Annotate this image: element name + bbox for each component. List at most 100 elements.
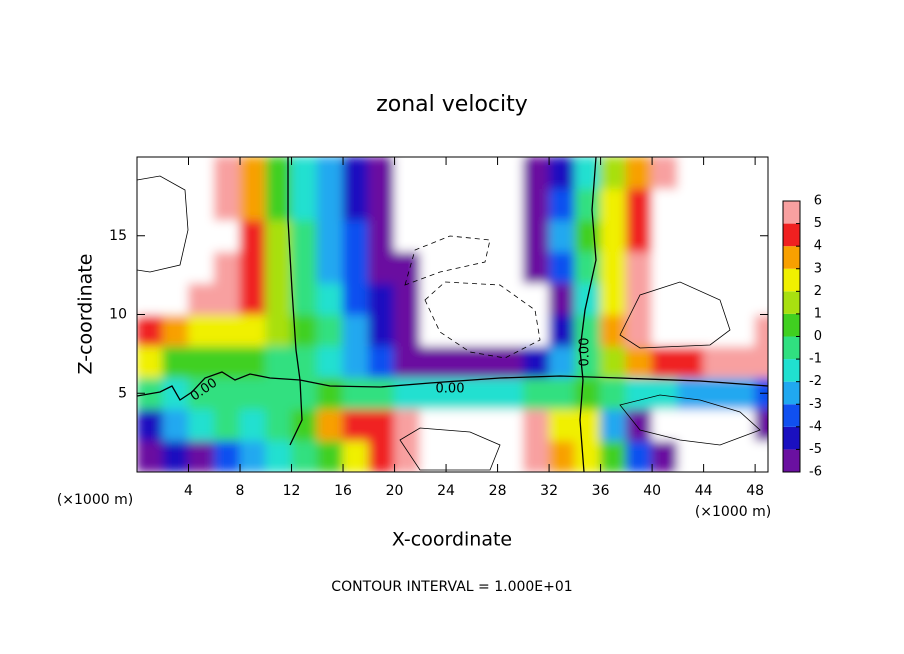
cell	[548, 314, 576, 347]
cell	[419, 188, 447, 221]
cell	[419, 314, 447, 347]
cell	[213, 188, 241, 221]
cell	[162, 282, 190, 315]
cell	[497, 440, 524, 472]
cell	[291, 157, 318, 189]
cell	[137, 440, 164, 472]
field	[137, 157, 768, 472]
cell	[548, 157, 576, 189]
cell	[368, 251, 396, 284]
cell	[471, 219, 499, 252]
cell	[137, 282, 164, 315]
cell	[625, 377, 653, 410]
cell	[522, 157, 550, 189]
x-unit-label: (×1000 m)	[695, 504, 771, 520]
contour-line	[619, 394, 761, 446]
contours	[137, 157, 768, 472]
cell	[239, 219, 267, 252]
x-tick-label: 20	[386, 483, 404, 499]
cell	[471, 251, 499, 284]
cell	[265, 440, 293, 472]
cell	[162, 157, 190, 189]
x-tick-label: 44	[695, 483, 713, 499]
cell	[188, 345, 215, 378]
colorbar-label: -1	[809, 352, 822, 367]
colorbar-swatch	[783, 449, 800, 472]
y-unit-label: (×1000 m)	[57, 492, 133, 508]
x-tick-label: 16	[334, 483, 352, 499]
cell	[574, 251, 602, 284]
x-tick-label: 40	[643, 483, 661, 499]
cell	[291, 377, 318, 410]
cell	[213, 251, 241, 284]
cell	[213, 440, 241, 472]
cell	[522, 377, 550, 410]
cell	[265, 219, 293, 252]
colorbar-label: -3	[809, 397, 822, 412]
colorbar-swatch	[783, 223, 800, 247]
cell	[471, 345, 499, 378]
cell	[265, 377, 293, 410]
cell	[342, 219, 370, 252]
cell	[522, 345, 550, 378]
cell	[497, 251, 524, 284]
cell	[471, 314, 499, 347]
cell	[316, 345, 344, 378]
cell	[522, 408, 550, 441]
x-tick-label: 28	[489, 483, 507, 499]
cell	[548, 440, 576, 472]
x-tick-label: 24	[437, 483, 455, 499]
cell	[368, 157, 396, 189]
cell	[754, 251, 768, 284]
cell	[522, 440, 550, 472]
cell	[419, 440, 447, 472]
cell	[368, 345, 396, 378]
cell	[445, 314, 473, 347]
contour-line	[579, 157, 597, 472]
cell	[497, 157, 524, 189]
cell	[677, 157, 705, 189]
cell	[677, 314, 705, 347]
cell	[728, 219, 756, 252]
cell	[445, 440, 473, 472]
cell	[522, 314, 550, 347]
colorbar-swatch	[783, 268, 800, 292]
cell	[213, 377, 241, 410]
cell	[754, 314, 768, 347]
cell	[162, 219, 190, 252]
cell	[651, 282, 679, 315]
y-tick-label: 5	[118, 385, 127, 401]
cell	[239, 282, 267, 315]
cell	[394, 408, 421, 441]
cell	[471, 157, 499, 189]
cell	[265, 251, 293, 284]
cell	[600, 251, 627, 284]
colorbar: -6 -5 -4 -3 -2 -1 0 1 2 3 4 5 6	[782, 194, 822, 480]
cell	[497, 282, 524, 315]
cell	[600, 440, 627, 472]
cell	[497, 188, 524, 221]
cell	[291, 440, 318, 472]
cell	[522, 251, 550, 284]
cell	[471, 440, 499, 472]
x-tick-label: 12	[283, 483, 301, 499]
cell	[548, 251, 576, 284]
cell	[677, 408, 705, 441]
cell	[574, 377, 602, 410]
cell	[342, 408, 370, 441]
cell	[213, 314, 241, 347]
contour-label: 0.00	[436, 382, 465, 397]
cell	[188, 440, 215, 472]
contour-line	[424, 281, 541, 359]
cell	[677, 188, 705, 221]
footnote: CONTOUR INTERVAL = 1.000E+01	[331, 579, 572, 595]
cell	[213, 345, 241, 378]
contour-line	[404, 235, 491, 286]
cell	[316, 408, 344, 441]
cell	[548, 377, 576, 410]
x-tick-label: 32	[540, 483, 558, 499]
cell	[625, 157, 653, 189]
cell	[188, 314, 215, 347]
cell	[342, 157, 370, 189]
cell	[600, 408, 627, 441]
